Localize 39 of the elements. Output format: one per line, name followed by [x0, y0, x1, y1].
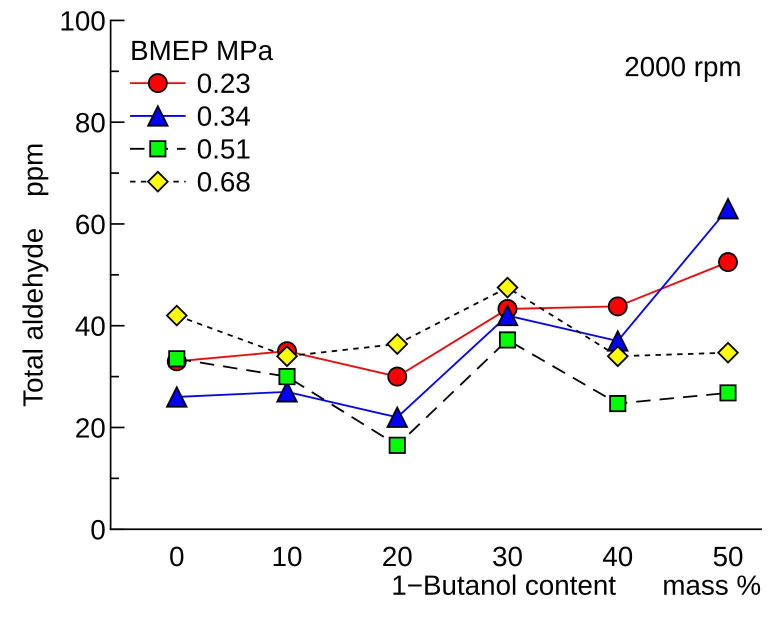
y-tick-label: 20: [76, 418, 105, 438]
y-tick-label: 40: [76, 316, 105, 336]
y-tick-label: 0: [91, 520, 105, 540]
y-tick-label: 60: [76, 214, 105, 234]
point: [168, 350, 186, 368]
point: [386, 333, 408, 355]
x-tick-label: 20: [383, 546, 412, 566]
legend-label: 0.23: [198, 73, 250, 94]
point: [607, 346, 628, 367]
legend-title: BMEP MPa: [132, 40, 274, 60]
point: [276, 346, 298, 367]
point: [496, 276, 518, 298]
x-axis-title: 1−Butanol content mass %: [393, 574, 760, 595]
y-axis-title: Total aldehyde ppm: [22, 144, 48, 406]
legend-label: 0.34: [198, 106, 250, 126]
x-tick-label: 0: [170, 546, 184, 566]
point: [718, 252, 738, 272]
point: [278, 368, 296, 386]
point: [608, 296, 628, 316]
point: [609, 395, 626, 412]
point: [498, 331, 516, 349]
point: [166, 386, 188, 408]
point: [719, 384, 737, 402]
point: [388, 436, 406, 454]
x-tick-label: 10: [274, 546, 302, 566]
point: [387, 366, 408, 387]
point: [496, 304, 518, 326]
y-tick-label: 80: [76, 112, 105, 133]
y-tick-label: 100: [62, 11, 105, 31]
x-tick-label: 40: [602, 546, 632, 566]
legend-label: 0.68: [198, 172, 250, 192]
x-tick-label: 30: [493, 546, 522, 566]
point: [166, 304, 188, 326]
point: [717, 342, 739, 364]
x-tick-label: 50: [714, 546, 742, 566]
legend-label: 0.51: [198, 139, 250, 159]
annotation: 2000 rpm: [626, 56, 740, 82]
point: [386, 406, 408, 428]
point: [717, 198, 739, 220]
